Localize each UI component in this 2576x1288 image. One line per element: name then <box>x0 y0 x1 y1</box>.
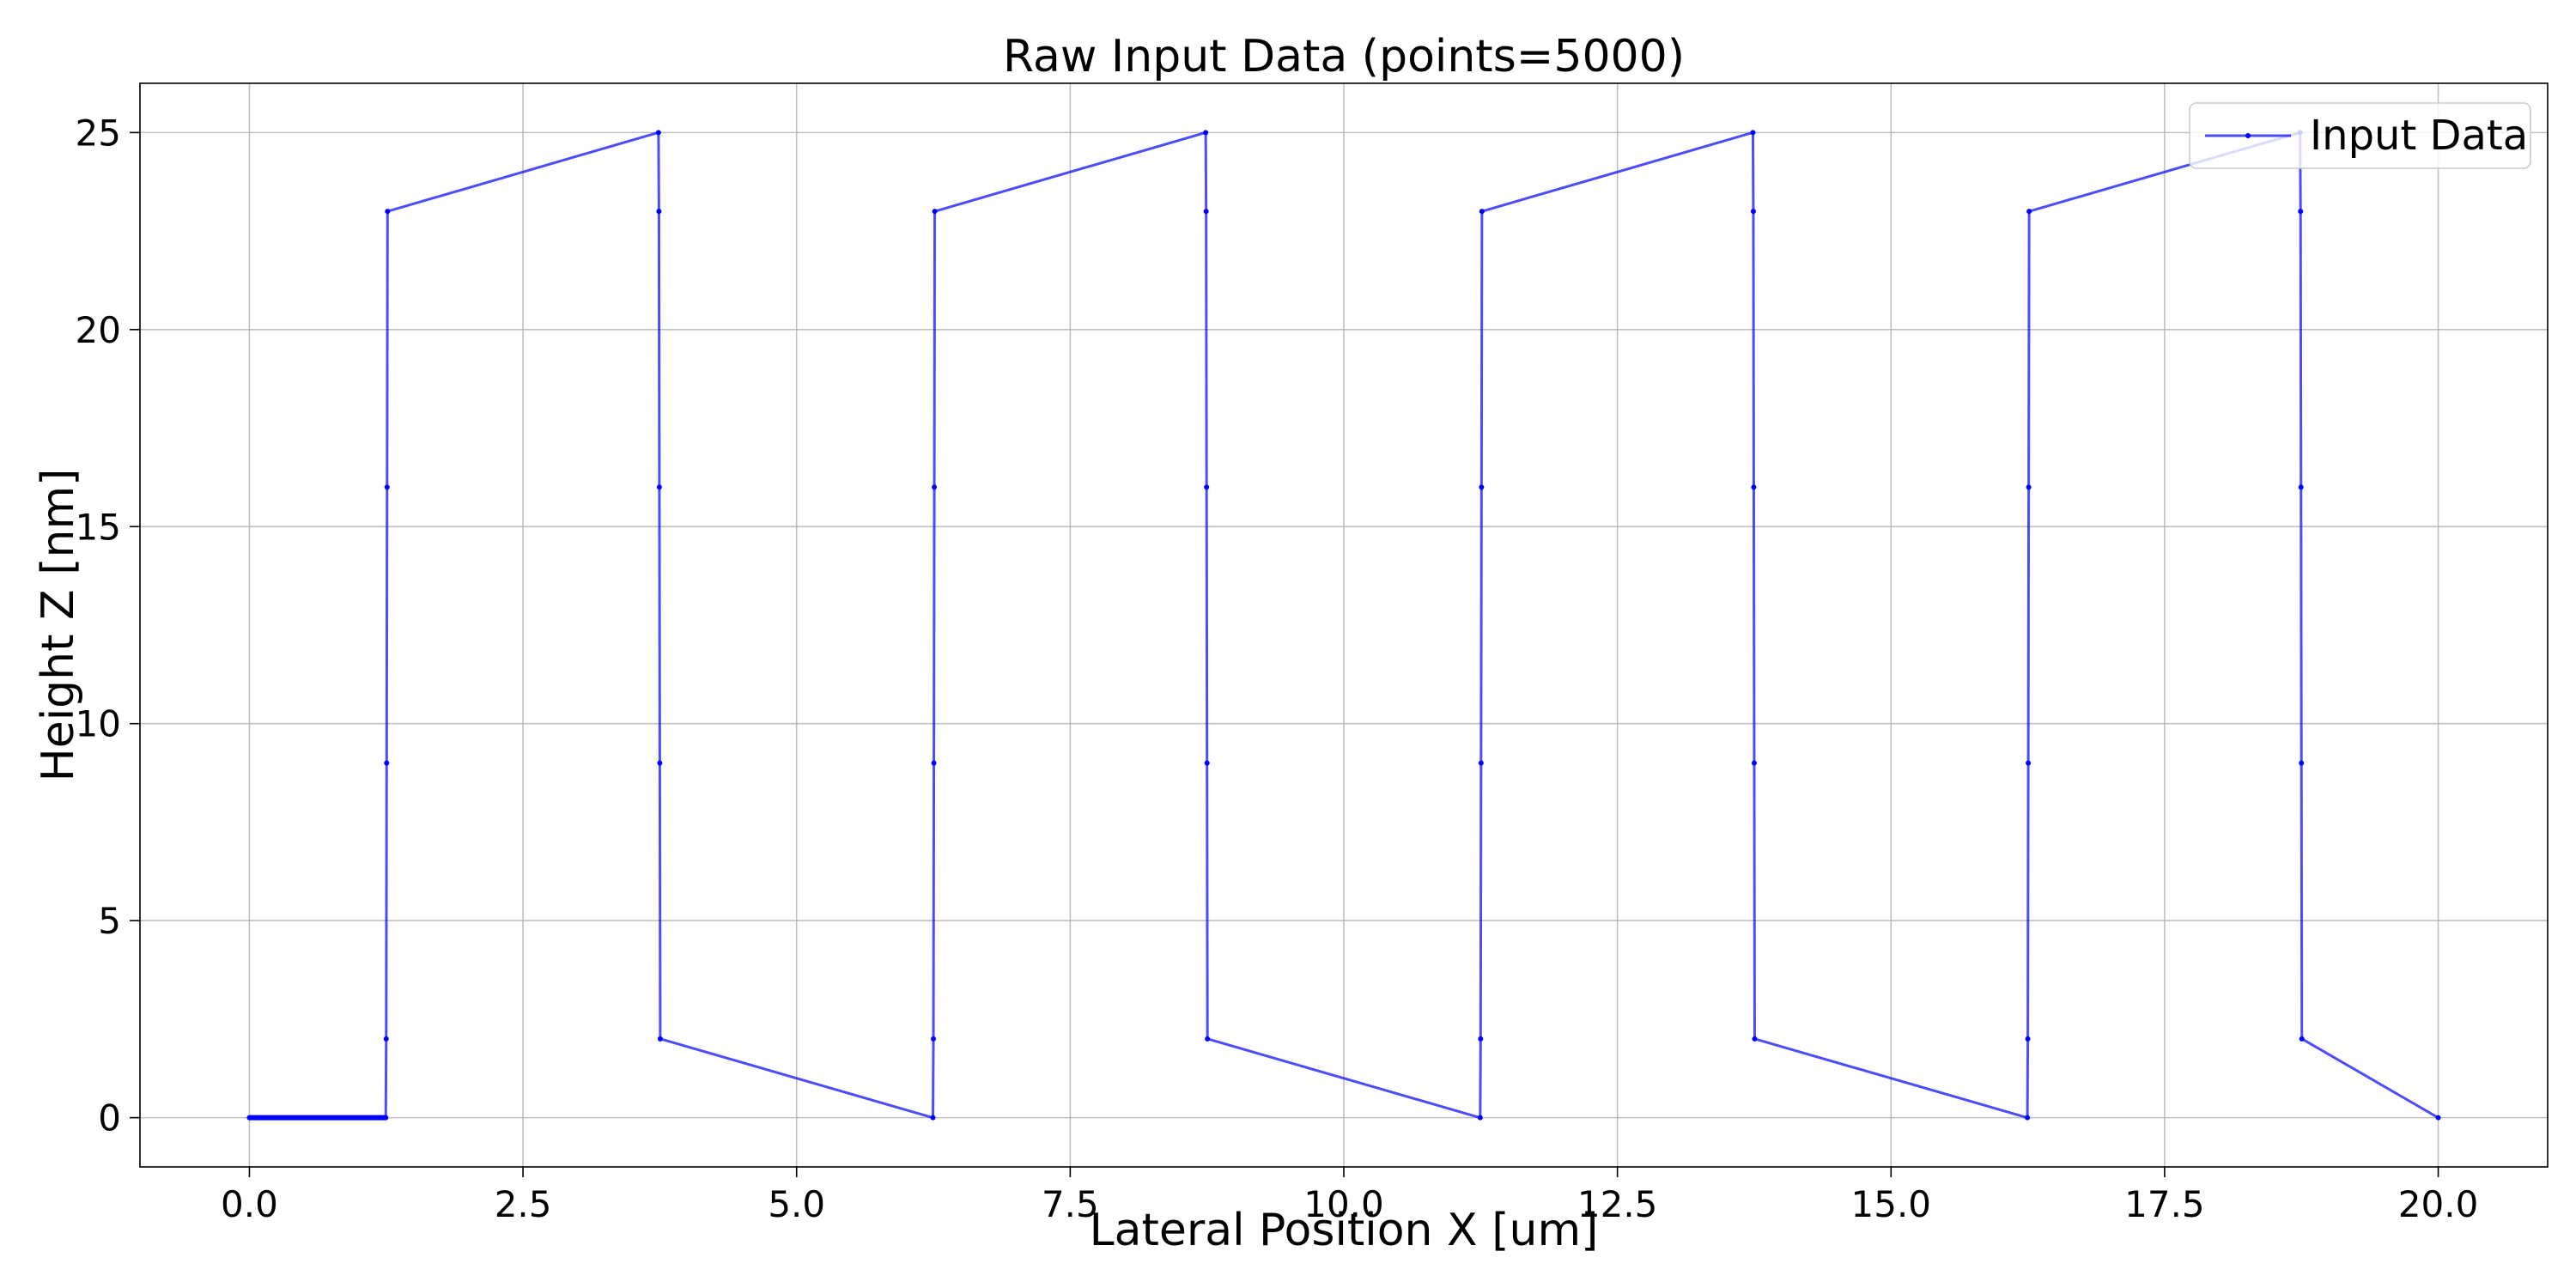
data-point <box>2025 1036 2031 1042</box>
data-point <box>657 760 663 766</box>
data-point <box>656 209 662 215</box>
y-axis-title: Height Z [nm] <box>33 469 84 782</box>
tick-layer: 0.0 2.5 5.0 7.5 10.0 12.5 15.0 17.5 20.0 0 5 10 15 20… <box>76 112 2479 1225</box>
y-tick-label: 0 <box>98 1097 121 1139</box>
data-point <box>931 760 937 766</box>
data-point <box>930 1115 936 1121</box>
data-point <box>657 1036 663 1042</box>
x-tick-label: 15.0 <box>1851 1183 1932 1225</box>
data-point <box>1204 484 1210 490</box>
data-point <box>1203 209 1209 215</box>
data-point <box>932 209 938 215</box>
data-point <box>385 209 391 215</box>
data-point <box>1478 760 1484 766</box>
x-tick-label: 17.5 <box>2124 1183 2205 1225</box>
data-point <box>932 484 938 490</box>
data-point <box>2435 1115 2441 1121</box>
data-point <box>2299 1036 2305 1042</box>
y-tick-label: 10 <box>76 703 121 745</box>
data-point <box>2298 209 2304 215</box>
y-tick-label: 20 <box>76 309 121 351</box>
data-point <box>383 1036 389 1042</box>
x-tick-label: 10.0 <box>1303 1183 1384 1225</box>
data-point <box>383 1115 389 1121</box>
data-point <box>2025 1115 2031 1121</box>
data-point <box>1479 484 1485 490</box>
data-point <box>1750 130 1756 136</box>
x-tick-label: 5.0 <box>768 1183 825 1225</box>
data-point <box>2298 484 2304 490</box>
legend-swatch-marker <box>2245 133 2251 138</box>
data-point <box>1479 209 1485 215</box>
data-point <box>2026 760 2032 766</box>
data-point <box>1204 760 1210 766</box>
data-point <box>1203 130 1209 136</box>
data-point <box>1752 1036 1758 1042</box>
x-axis-title: Lateral Position X [um] <box>1090 1205 1599 1256</box>
data-point <box>655 130 661 136</box>
x-tick-label: 0.0 <box>221 1183 278 1225</box>
data-point <box>931 1036 937 1042</box>
x-tick-label: 20.0 <box>2398 1183 2479 1225</box>
data-point <box>1751 484 1757 490</box>
series-line <box>249 131 2439 1120</box>
data-point <box>1750 209 1756 215</box>
data-point <box>1477 1115 1483 1121</box>
y-tick-label: 5 <box>98 900 121 942</box>
grid <box>140 83 2548 1167</box>
y-tick-label: 15 <box>76 506 121 548</box>
data-point <box>384 484 390 490</box>
x-tick-label: 12.5 <box>1577 1183 1658 1225</box>
y-tick-label: 25 <box>76 112 121 154</box>
data-point <box>2026 209 2032 215</box>
x-tick-label: 2.5 <box>495 1183 552 1225</box>
x-tick-label: 7.5 <box>1042 1183 1099 1225</box>
data-point <box>384 760 390 766</box>
data-point <box>2299 760 2305 766</box>
data-point <box>2026 484 2032 490</box>
data-point <box>1478 1036 1484 1042</box>
legend: Input Data <box>2189 102 2531 169</box>
legend-label: Input Data <box>2310 112 2528 160</box>
data-point <box>656 484 662 490</box>
series-layer <box>246 130 2441 1121</box>
data-point <box>246 1115 252 1121</box>
chart-title: Raw Input Data (points=5000) <box>1003 31 1685 82</box>
data-point <box>1205 1036 1211 1042</box>
data-point <box>1751 760 1757 766</box>
legend-box <box>2189 102 2531 169</box>
